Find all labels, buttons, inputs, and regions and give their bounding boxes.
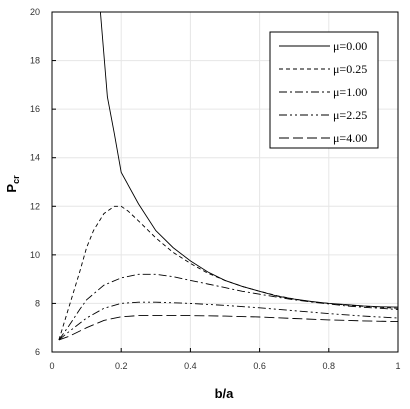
- plot-frame: [51, 11, 399, 353]
- series-line-3: [58, 301, 399, 341]
- legend-label-3: μ=2.25: [333, 108, 367, 122]
- y-tick-label: 8: [35, 298, 40, 308]
- y-axis-label: Pcr: [4, 175, 21, 193]
- y-tick-label: 6: [35, 347, 40, 357]
- y-axis-label-sub: cr: [11, 175, 21, 184]
- y-axis-ticks: 6 8 10 12 14 16 18 20: [30, 7, 56, 357]
- x-tick-label: 0.8: [323, 361, 336, 371]
- x-tick-label: 0.4: [184, 361, 197, 371]
- y-tick-label: 18: [30, 56, 40, 66]
- legend-items: μ=0.00 μ=0.25 μ=1.00 μ=2.25 μ=4.00: [279, 39, 367, 145]
- y-tick-label: 10: [30, 250, 40, 260]
- x-axis-label: b/a: [215, 386, 235, 401]
- y-tick-label: 12: [30, 201, 40, 211]
- legend-label-1: μ=0.25: [333, 62, 367, 76]
- legend-label-4: μ=4.00: [333, 131, 367, 145]
- legend: μ=0.00 μ=0.25 μ=1.00 μ=2.25 μ=4.00: [269, 31, 379, 149]
- series-layer: [58, 11, 399, 341]
- series-line-0: [99, 11, 399, 308]
- legend-box: [269, 31, 379, 149]
- y-tick-label: 20: [30, 7, 40, 17]
- y-tick-label: 16: [30, 104, 40, 114]
- x-tick-label: 0.6: [253, 361, 266, 371]
- series-line-2: [58, 273, 399, 341]
- y-tick-label: 14: [30, 153, 40, 163]
- x-axis-ticks: 0 0.2 0.4 0.6 0.8 1: [49, 348, 401, 371]
- series-line-1: [58, 205, 399, 341]
- series-line-4: [58, 315, 399, 341]
- x-tick-label: 0.2: [115, 361, 128, 371]
- x-tick-label: 1: [395, 361, 400, 371]
- x-tick-label: 0: [49, 361, 54, 371]
- legend-label-0: μ=0.00: [333, 39, 367, 53]
- y-axis-label-main: P: [4, 184, 19, 193]
- legend-label-2: μ=1.00: [333, 85, 367, 99]
